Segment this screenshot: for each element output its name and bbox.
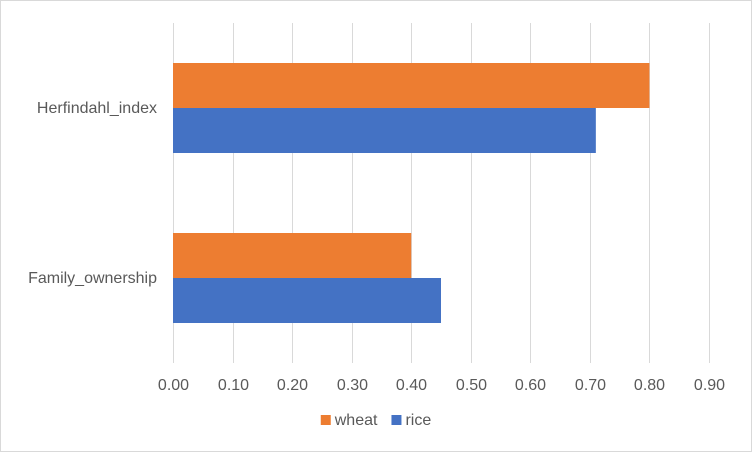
legend-swatch-wheat: [320, 415, 331, 425]
x-tick-label: 0.20: [277, 377, 308, 394]
x-tick-label: 0.00: [158, 377, 189, 394]
x-tick-label: 0.80: [634, 377, 665, 394]
legend: wheat rice: [320, 412, 431, 429]
x-tick-label: 0.70: [575, 377, 606, 394]
x-tick-label: 0.50: [456, 377, 487, 394]
x-tick-label: 0.30: [337, 377, 368, 394]
x-tick-label: 0.40: [396, 377, 427, 394]
x-tick-label: 0.10: [218, 377, 249, 394]
bars: [173, 63, 650, 323]
x-tick-label: 0.90: [694, 377, 725, 394]
y-category-label: Family_ownership: [28, 270, 157, 287]
bar-wheat-family-ownership: [173, 233, 412, 278]
legend-label-wheat: wheat: [334, 412, 378, 429]
x-tick-label: 0.60: [515, 377, 546, 394]
y-category-label: Herfindahl_index: [37, 100, 157, 117]
x-axis-tick-labels: 0.00 0.10 0.20 0.30 0.40 0.50 0.60 0.70 0.80 0.90: [158, 377, 725, 394]
bar-rice-family-ownership: [173, 278, 441, 323]
legend-label-rice: rice: [405, 412, 431, 429]
bar-rice-herfindahl-index: [173, 108, 596, 153]
legend-swatch-rice: [391, 415, 402, 425]
bar-wheat-herfindahl-index: [173, 63, 650, 108]
y-axis-category-labels: Herfindahl_index Family_ownership: [28, 100, 157, 287]
